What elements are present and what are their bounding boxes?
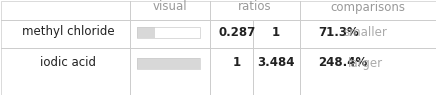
Text: larger: larger — [348, 57, 383, 70]
Text: 248.4%: 248.4% — [318, 57, 367, 70]
Bar — [137, 27, 200, 38]
Text: comparisons: comparisons — [330, 0, 405, 13]
Text: methyl chloride: methyl chloride — [22, 25, 114, 38]
Text: iodic acid: iodic acid — [40, 57, 96, 70]
Bar — [137, 57, 200, 68]
Text: 71.3%: 71.3% — [318, 25, 359, 38]
Bar — [137, 57, 200, 68]
Text: 3.484: 3.484 — [257, 57, 295, 70]
Text: ratios: ratios — [238, 0, 272, 13]
Text: smaller: smaller — [343, 25, 387, 38]
Bar — [137, 57, 200, 68]
Text: 0.287: 0.287 — [218, 25, 255, 38]
Text: 1: 1 — [272, 25, 280, 38]
Text: visual: visual — [153, 0, 187, 13]
Bar — [137, 27, 155, 38]
Text: 1: 1 — [233, 57, 241, 70]
Bar — [137, 27, 200, 38]
